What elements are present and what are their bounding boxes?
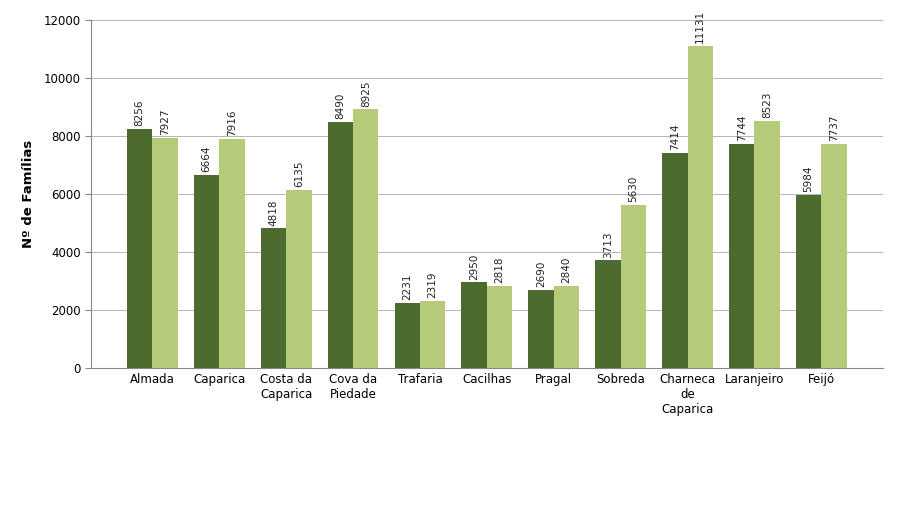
Bar (261, 228, 286, 368)
Text: 2818: 2818 (494, 257, 504, 284)
Bar (729, 144, 754, 368)
Text: 2950: 2950 (470, 253, 480, 280)
Bar (353, 109, 379, 368)
Bar (286, 190, 311, 368)
Text: 8490: 8490 (336, 93, 346, 119)
Text: 7927: 7927 (160, 109, 170, 135)
Text: 2231: 2231 (402, 274, 412, 300)
Text: 7414: 7414 (670, 124, 680, 150)
Text: 7744: 7744 (737, 114, 747, 141)
Bar (796, 195, 822, 368)
Text: 2840: 2840 (561, 257, 571, 283)
Bar (487, 286, 512, 368)
Bar (662, 153, 688, 368)
Text: 6135: 6135 (294, 161, 304, 188)
Bar (754, 121, 780, 368)
Text: 2690: 2690 (536, 261, 546, 287)
Bar (554, 286, 579, 368)
Bar (328, 122, 353, 368)
Bar (461, 283, 487, 368)
Bar (127, 129, 152, 368)
Bar (529, 290, 554, 368)
Bar (688, 45, 713, 368)
Text: 8256: 8256 (135, 100, 145, 126)
Bar (595, 261, 621, 368)
Text: 5630: 5630 (628, 176, 638, 202)
Text: 11131: 11131 (695, 10, 705, 43)
Bar (395, 304, 420, 368)
Text: 6664: 6664 (202, 146, 212, 172)
Text: 7916: 7916 (227, 109, 237, 136)
Text: 8523: 8523 (762, 92, 772, 118)
Text: 7737: 7737 (829, 114, 839, 141)
Bar (420, 301, 445, 368)
Legend: 2001, 2011: 2001, 2011 (422, 506, 551, 511)
Bar (194, 175, 219, 368)
Bar (822, 144, 846, 368)
Bar (219, 138, 245, 368)
Text: 4818: 4818 (268, 199, 278, 225)
Bar (152, 138, 177, 368)
Bar (621, 205, 646, 368)
Y-axis label: Nº de Famílias: Nº de Famílias (22, 140, 35, 248)
Text: 3713: 3713 (603, 231, 613, 258)
Text: 2319: 2319 (428, 271, 438, 298)
Text: 5984: 5984 (804, 165, 814, 192)
Text: 8925: 8925 (360, 80, 370, 107)
